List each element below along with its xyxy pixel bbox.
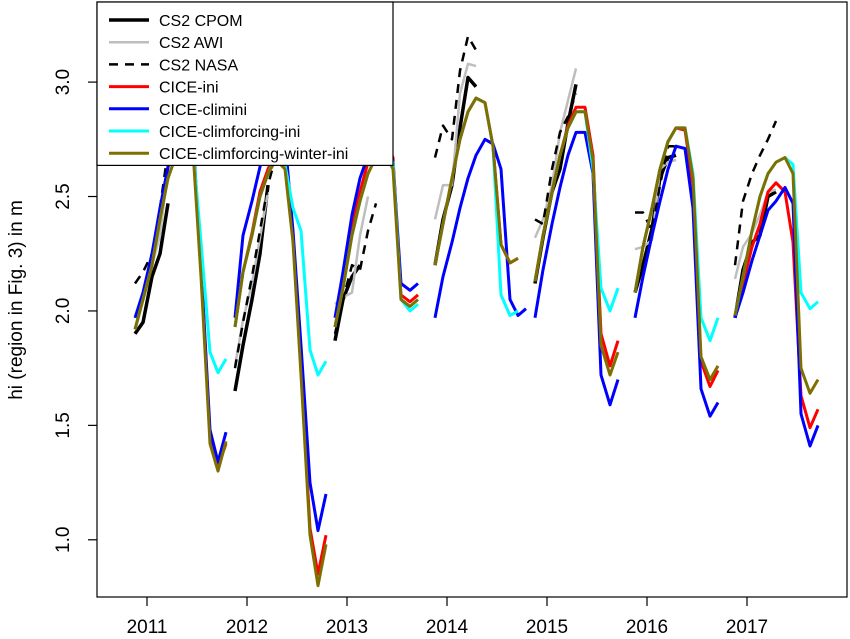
y-tick-label: 2.5 — [53, 183, 74, 209]
series-line-segment — [233, 154, 278, 369]
series-cice-climforcing-winter-ini — [133, 96, 820, 588]
series-line-segment — [733, 120, 778, 266]
x-tick-label: 2017 — [726, 617, 768, 638]
legend: CS2 CPOM CS2 AWI CS2 NASA CICE-ini CICE-clim… — [96, 1, 394, 166]
x-tick-label: 2011 — [127, 617, 168, 638]
x-tick-label: 2012 — [226, 617, 268, 638]
series-line-segment — [633, 126, 720, 382]
y-axis-label: hi (region in Fig. 3) in m — [6, 200, 27, 400]
plot-frame — [96, 1, 848, 598]
y-tick-label: 1.0 — [53, 527, 74, 553]
axes: 2011 2012 2013 2014 2015 2016 2017 1.0 1.5 2.0 2.5… — [53, 1, 848, 638]
series-line-segment — [233, 184, 270, 392]
series-line-segment — [233, 119, 328, 533]
series-line-segment — [433, 96, 519, 266]
legend-item-cice-climini: CICE-climini — [109, 102, 247, 119]
legend-box — [96, 1, 394, 166]
series-line-segment — [433, 137, 527, 319]
series-line-segment — [733, 181, 820, 430]
y-tick-label: 3.0 — [53, 69, 74, 95]
series-line-segment — [133, 137, 228, 469]
x-tick-label: 2016 — [626, 617, 668, 638]
series-line-segment — [733, 156, 820, 395]
x-tick-label: 2015 — [526, 617, 568, 638]
legend-label: CICE-climforcing-winter-ini — [159, 146, 348, 163]
series-line-segment — [533, 130, 620, 407]
series-line-segment — [333, 137, 419, 328]
series-line-segment — [133, 144, 228, 375]
series-line-segment — [533, 110, 620, 377]
legend-label: CS2 NASA — [159, 57, 238, 74]
series-line-segment — [733, 185, 820, 448]
legend-item-cs2-nasa: CS2 NASA — [109, 57, 238, 74]
y-tick-label: 1.5 — [53, 412, 74, 438]
series-line-segment — [133, 203, 170, 335]
series-line-segment — [233, 158, 328, 588]
series-line-segment — [534, 93, 578, 226]
series-line-segment — [635, 144, 676, 233]
series-line-segment — [433, 62, 477, 220]
series-cice-ini — [133, 96, 820, 576]
legend-label: CS2 CPOM — [159, 13, 243, 30]
legend-item-cice-climforcing-ini: CICE-climforcing-ini — [109, 124, 300, 141]
plot-area — [133, 35, 820, 588]
legend-label: CICE-climini — [159, 102, 247, 119]
x-tick-label: 2013 — [326, 617, 368, 638]
series-line-segment — [733, 156, 819, 316]
series-line-segment — [433, 35, 478, 158]
series-line-segment — [233, 156, 328, 377]
legend-item-cs2-cpom: CS2 CPOM — [109, 13, 243, 30]
legend-item-cice-ini: CICE-ini — [109, 80, 219, 97]
legend-label: CICE-climforcing-ini — [159, 124, 300, 141]
y-tick-label: 2.0 — [53, 298, 74, 324]
x-tick-label: 2014 — [426, 617, 469, 638]
series-line-segment — [133, 147, 228, 473]
legend-item-cice-climforcing-winter-ini: CICE-climforcing-winter-ini — [109, 146, 348, 163]
legend-label: CICE-ini — [159, 80, 219, 97]
series-line-segment — [533, 105, 620, 368]
series-line-segment — [633, 144, 720, 418]
legend-item-cs2-awi: CS2 AWI — [109, 35, 223, 52]
legend-label: CS2 AWI — [159, 35, 223, 52]
